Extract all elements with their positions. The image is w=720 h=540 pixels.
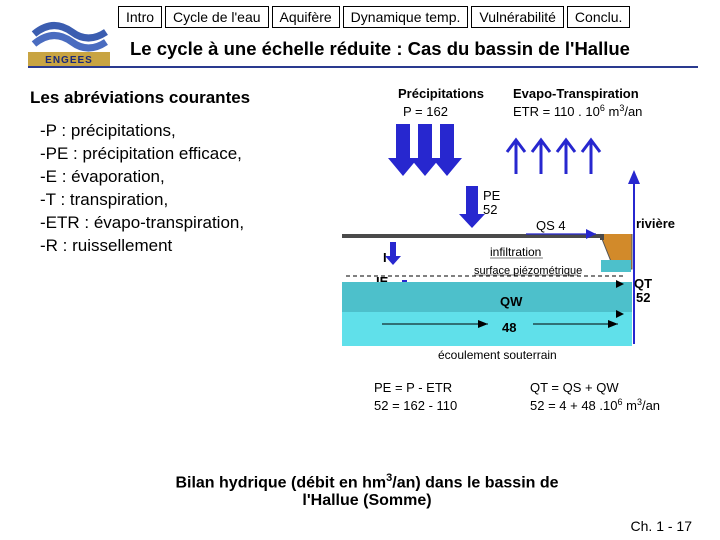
svg-text:PE = P - ETR: PE = P - ETR <box>374 380 452 395</box>
svg-text:52: 52 <box>483 202 497 217</box>
tab-dynamique[interactable]: Dynamique temp. <box>343 6 469 28</box>
abbreviations-list: -P : précipitations, -PE : précipitation… <box>40 120 330 258</box>
engees-logo: ENGEES <box>28 10 110 68</box>
abbr-e: -E : évaporation, <box>40 166 330 189</box>
figure-caption: Bilan hydrique (débit en hm3/an) dans le… <box>152 472 582 510</box>
svg-text:PE: PE <box>483 188 501 203</box>
abbreviations-heading: Les abréviations courantes <box>30 88 250 108</box>
svg-text:48: 48 <box>502 320 516 335</box>
svg-text:infiltration: infiltration <box>490 245 541 259</box>
tab-conclu[interactable]: Conclu. <box>567 6 630 28</box>
abbr-p: -P : précipitations, <box>40 120 330 143</box>
abbr-r: -R : ruissellement <box>40 235 330 258</box>
svg-text:52 = 162 - 110: 52 = 162 - 110 <box>374 398 457 413</box>
tab-cycle[interactable]: Cycle de l'eau <box>165 6 269 28</box>
svg-text:I: I <box>383 250 387 265</box>
abbr-etr: -ETR : évapo-transpiration, <box>40 212 330 235</box>
water-cycle-diagram: Précipitations Evapo-Transpiration P = 1… <box>338 84 700 434</box>
nav-tabs: Intro Cycle de l'eau Aquifère Dynamique … <box>118 6 630 28</box>
svg-text:Précipitations: Précipitations <box>398 86 484 101</box>
svg-text:QT = QS + QW: QT = QS + QW <box>530 380 619 395</box>
svg-text:52 = 4 + 48 .106 m3/an: 52 = 4 + 48 .106 m3/an <box>530 397 660 413</box>
tab-vulnerabilite[interactable]: Vulnérabilité <box>471 6 564 28</box>
svg-text:Evapo-Transpiration: Evapo-Transpiration <box>513 86 639 101</box>
svg-text:rivière: rivière <box>636 216 675 231</box>
abbr-pe: -PE : précipitation efficace, <box>40 143 330 166</box>
tab-aquifere[interactable]: Aquifère <box>272 6 340 28</box>
tab-intro[interactable]: Intro <box>118 6 162 28</box>
divider <box>28 66 698 68</box>
svg-text:52: 52 <box>636 290 650 305</box>
svg-text:ETR = 110 . 106 m3/an: ETR = 110 . 106 m3/an <box>513 103 642 119</box>
abbr-t: -T : transpiration, <box>40 189 330 212</box>
svg-text:QT: QT <box>634 276 652 291</box>
svg-text:P = 162: P = 162 <box>403 104 448 119</box>
page-title: Le cycle à une échelle réduite : Cas du … <box>130 38 630 60</box>
svg-text:écoulement souterrain: écoulement souterrain <box>438 348 557 362</box>
svg-text:ENGEES: ENGEES <box>45 55 93 66</box>
svg-text:QS 4: QS 4 <box>536 218 566 233</box>
svg-text:QW: QW <box>500 294 523 309</box>
page-number: Ch. 1 - 17 <box>631 518 692 534</box>
